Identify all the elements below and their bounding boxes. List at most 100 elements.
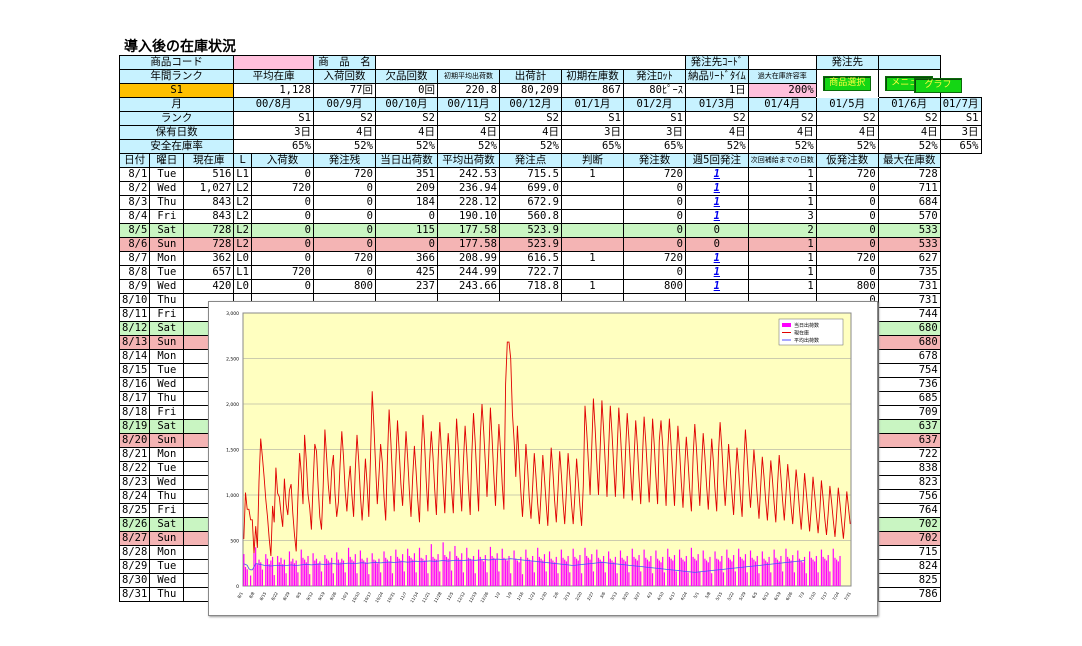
weekly-order-link[interactable]: 1	[713, 182, 720, 195]
shipment-bar	[479, 556, 481, 586]
initial-avg-shipment-label: 初期平均出荷数	[436, 69, 500, 84]
shipment-bar	[692, 556, 694, 586]
shipment-bar	[261, 569, 264, 586]
cell-日付: 8/20	[118, 433, 151, 448]
cell-週5回発注: 0	[684, 237, 749, 252]
month-row-value: 65%	[233, 139, 314, 154]
x-tick-label: 4/3	[646, 591, 654, 599]
weekly-order-link[interactable]: 1	[713, 210, 720, 223]
cell-曜日: Thu	[149, 587, 185, 602]
cell-最大在庫数: 684	[877, 195, 941, 210]
cell-日付: 8/14	[118, 349, 151, 364]
shipment-bar	[825, 560, 828, 586]
shipment-bar	[668, 556, 671, 586]
month-row-value: 52%	[374, 139, 438, 154]
stockout-count-label: 欠品回数	[374, 69, 438, 84]
cell-入荷数: 0	[250, 251, 314, 266]
shipment-bar	[827, 555, 829, 586]
column-header: 週5回発注	[684, 153, 749, 168]
cell-L: L2	[233, 237, 252, 252]
x-tick-label: 7/10	[808, 591, 817, 602]
month-row-value: 3日	[622, 125, 686, 140]
x-tick-label: 8/8	[248, 591, 256, 599]
shipment-bar	[349, 556, 351, 586]
weekly-order-link[interactable]: 1	[713, 252, 720, 265]
product-select-button[interactable]: 商品選択	[823, 76, 872, 91]
cell-最大在庫数: 823	[877, 475, 941, 490]
shipment-bar	[678, 549, 681, 586]
cell-日付: 8/8	[118, 265, 151, 280]
shipment-bar	[407, 548, 409, 586]
cell-日付: 8/5	[118, 223, 151, 238]
shipment-bar	[822, 556, 824, 586]
cell-日付: 8/11	[118, 307, 151, 322]
shipment-bar	[361, 558, 363, 586]
cell-日付: 8/16	[118, 377, 151, 392]
cell-現在庫: 657	[183, 265, 235, 280]
shipment-bar	[494, 559, 497, 586]
month-row-value: 3日	[560, 125, 624, 140]
cell-最大在庫数: 736	[877, 377, 941, 392]
shipment-bar	[743, 560, 745, 586]
x-tick-label: 2/6	[552, 591, 560, 599]
shipment-bar	[834, 557, 836, 586]
shipment-bar	[550, 558, 552, 586]
cell-L: L2	[233, 195, 252, 210]
shipment-bar	[418, 547, 421, 586]
shipment-bar	[439, 571, 441, 586]
shipment-bar	[250, 575, 252, 586]
shipment-bar	[714, 551, 716, 586]
shipment-bar	[746, 572, 748, 586]
shipment-bar	[706, 560, 708, 586]
weekly-order-link[interactable]: 1	[713, 196, 720, 209]
shipment-bar	[354, 554, 356, 586]
shipment-bar	[650, 555, 652, 586]
month-header-row: 月 00/8月 00/9月 00/10月 00/11月 00/12月 01/1月 01/2月 0…	[118, 97, 982, 112]
cell-最大在庫数: 702	[877, 531, 941, 546]
cell-L: L0	[233, 251, 252, 266]
product-code-field[interactable]	[233, 55, 314, 70]
legend-swatch	[782, 323, 791, 327]
shipment-bar	[337, 559, 340, 586]
shipment-bar	[717, 559, 720, 586]
x-tick-label: 11/7	[399, 591, 408, 602]
x-tick-label: 11/21	[421, 591, 431, 604]
month-row-value: 52%	[877, 139, 941, 154]
cell-曜日: Sat	[149, 517, 185, 532]
cell-最大在庫数: 735	[877, 265, 941, 280]
weekly-order-link[interactable]: 1	[713, 280, 720, 293]
cell-最大在庫数: 678	[877, 349, 941, 364]
cell-日付: 8/15	[118, 363, 151, 378]
shipment-bar	[255, 547, 257, 586]
cell-曜日: Mon	[149, 349, 185, 364]
table-row: 8/8 Tue 657 L1 720 0 425 244.99 722.7 0 1 1 0 735	[118, 265, 982, 280]
table-row: 8/9 Wed 420 L0 0 800 237 243.66 718.8 1 800 1 1 800 73…	[118, 279, 982, 294]
cell-平均出荷数: 228.12	[436, 195, 500, 210]
x-tick-label: 4/10	[656, 591, 665, 602]
cell-発注点: 722.7	[498, 265, 562, 280]
cell-判断	[560, 181, 624, 196]
cell-日付: 8/22	[118, 461, 151, 476]
shipment-bar	[599, 559, 601, 586]
receipt-count-label: 入荷回数	[312, 69, 376, 84]
cell-当日出荷数: 366	[374, 251, 438, 266]
month-cell: 00/11月	[436, 97, 500, 112]
weekly-order-link[interactable]: 1	[713, 168, 720, 181]
column-header: 平均出荷数	[436, 153, 500, 168]
graph-button[interactable]: グラフ	[914, 78, 962, 93]
cell-現在庫: 728	[183, 237, 235, 252]
shipment-bar	[351, 559, 353, 586]
shipment-bar	[638, 555, 640, 586]
weekly-order-link[interactable]: 1	[713, 266, 720, 279]
shipment-bar	[790, 560, 792, 586]
cell-最大在庫数: 685	[877, 391, 941, 406]
shipment-bar	[597, 557, 600, 586]
cell-当日出荷数: 209	[374, 181, 438, 196]
cell-発注数: 720	[622, 167, 686, 182]
shipment-bar	[525, 549, 527, 586]
shipment-bar	[472, 555, 475, 586]
cell-発注残: 0	[312, 209, 376, 224]
shipment-bar	[243, 554, 245, 586]
supplier-code-field	[747, 55, 817, 70]
x-tick-label: 3/20	[621, 591, 630, 602]
